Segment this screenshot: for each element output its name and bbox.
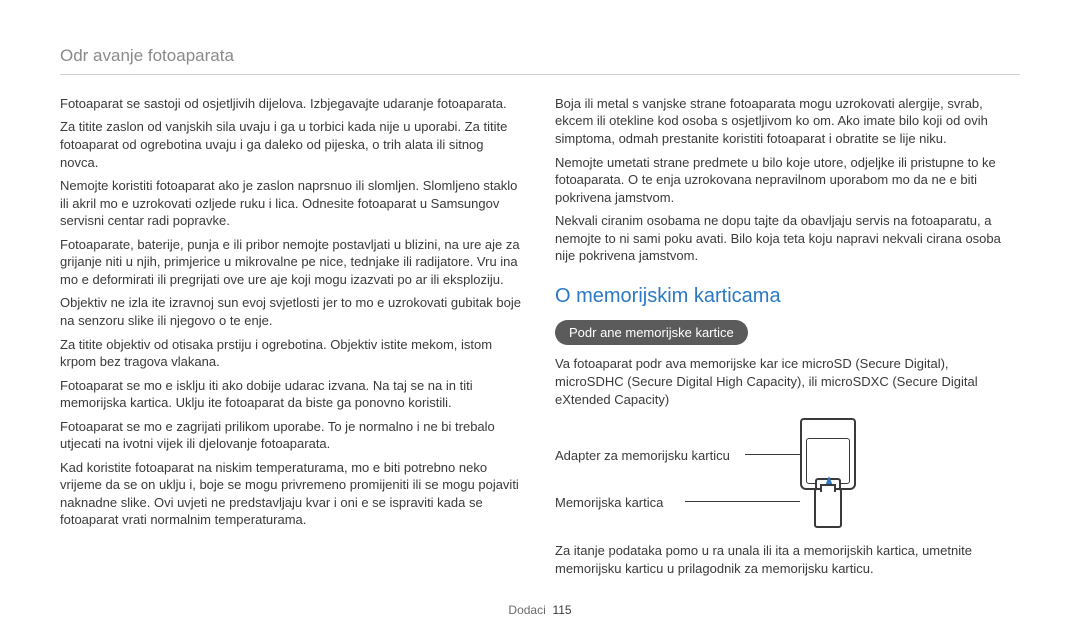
body-text: Za titite objektiv od otisaka prstiju i … <box>60 336 525 371</box>
left-column: Fotoaparat se sastoji od osjetljivih dij… <box>60 95 525 583</box>
leader-line <box>745 454 800 455</box>
body-text: Nemojte umetati strane predmete u bilo k… <box>555 154 1020 207</box>
microsd-icon <box>814 488 842 528</box>
right-column: Boja ili metal s vanjske strane fotoapar… <box>555 95 1020 583</box>
memory-card-diagram: Adapter za memorijsku karticu Memorijska… <box>555 414 1015 534</box>
body-text: Nekvali ciranim osobama ne dopu tajte da… <box>555 212 1020 265</box>
body-text: Va fotoaparat podr ava memorijske kar ic… <box>555 355 1020 408</box>
body-text: Fotoaparat se mo e zagrijati prilikom up… <box>60 418 525 453</box>
page-header: Odr avanje fotoaparata <box>60 45 1020 75</box>
body-text: Fotoaparat se mo e isklju iti ako dobije… <box>60 377 525 412</box>
footer-section: Dodaci <box>508 603 545 617</box>
body-text: Boja ili metal s vanjske strane fotoapar… <box>555 95 1020 148</box>
body-text: Fotoaparat se sastoji od osjetljivih dij… <box>60 95 525 113</box>
page-footer: Dodaci 115 <box>0 602 1080 618</box>
subsection-pill: Podr ane memorijske kartice <box>555 320 748 346</box>
body-text: Nemojte koristiti fotoaparat ako je zasl… <box>60 177 525 230</box>
body-text: Za itanje podataka pomo u ra unala ili i… <box>555 542 1020 577</box>
diagram-label-card: Memorijska kartica <box>555 494 663 512</box>
body-text: Fotoaparate, baterije, punja e ili pribo… <box>60 236 525 289</box>
section-title: O memorijskim karticama <box>555 283 1020 310</box>
body-text: Za titite zaslon od vanjskih sila uvaju … <box>60 118 525 171</box>
footer-page-number: 115 <box>552 603 571 617</box>
body-text: Objektiv ne izla ite izravnoj sun evoj s… <box>60 294 525 329</box>
diagram-label-adapter: Adapter za memorijsku karticu <box>555 447 730 465</box>
body-text: Kad koristite fotoaparat na niskim tempe… <box>60 459 525 529</box>
leader-line <box>685 501 800 502</box>
